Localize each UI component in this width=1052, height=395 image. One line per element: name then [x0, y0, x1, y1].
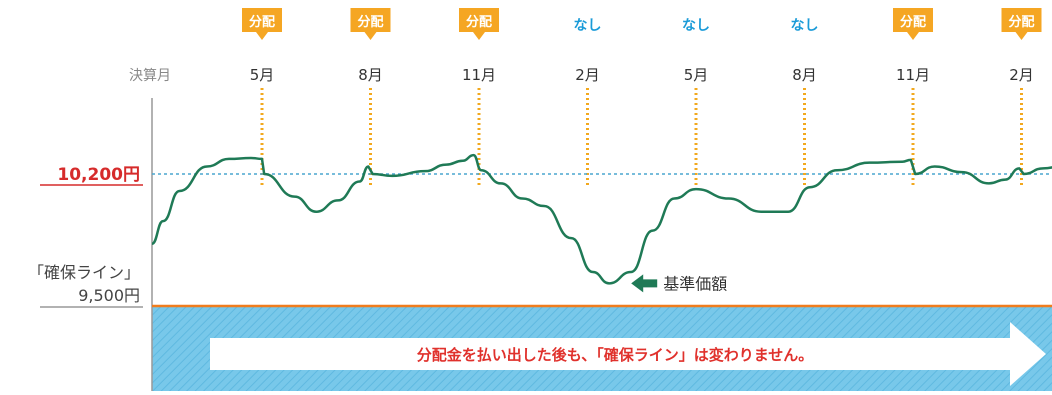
banner-arrow: [210, 322, 1046, 386]
month-labels: 5月 8月 11月 2月 5月 8月 11月 2月: [250, 66, 1034, 84]
left-arrow-icon: [631, 274, 658, 293]
distribution-badge-label: 分配: [466, 14, 492, 30]
distribution-badge-label: 分配: [1008, 14, 1034, 30]
reference-label: 10,200円: [57, 165, 140, 185]
distribution-badge-label: 分配: [357, 14, 383, 30]
distribution-none-label: なし: [791, 18, 819, 34]
x-axis-label: 決算月: [129, 68, 171, 84]
series-annotation: 基準価額: [631, 274, 727, 293]
banner-text: 分配金を払い出した後も、「確保ライン」は変わりません。: [417, 346, 814, 364]
series-line-nav: [151, 153, 1052, 285]
distribution-badge: [242, 8, 282, 40]
distribution-none-label: なし: [682, 18, 710, 34]
distribution-badge: [1001, 8, 1042, 40]
distribution-badge-label: 分配: [900, 14, 926, 30]
vertical-guides: [260, 88, 1023, 185]
distribution-badges: 分配 分配 分配 なし なし なし 分配 分配: [242, 8, 1042, 40]
distribution-none-label: なし: [574, 18, 602, 34]
month-label: 2月: [1009, 66, 1034, 84]
floor-label-title: 「確保ライン」: [28, 263, 140, 282]
series-label: 基準価額: [663, 274, 727, 293]
distribution-badge-label: 分配: [249, 14, 275, 30]
month-label: 5月: [250, 66, 275, 84]
month-label: 8月: [792, 66, 817, 84]
month-label: 11月: [462, 66, 496, 84]
month-label: 11月: [896, 66, 930, 84]
month-label: 8月: [358, 66, 383, 84]
distribution-badge: [459, 8, 499, 40]
distribution-badge: [350, 8, 391, 40]
month-label: 2月: [575, 66, 600, 84]
floor-label-value: 9,500円: [78, 286, 140, 305]
month-label: 5月: [684, 66, 709, 84]
distribution-badge: [893, 8, 933, 40]
